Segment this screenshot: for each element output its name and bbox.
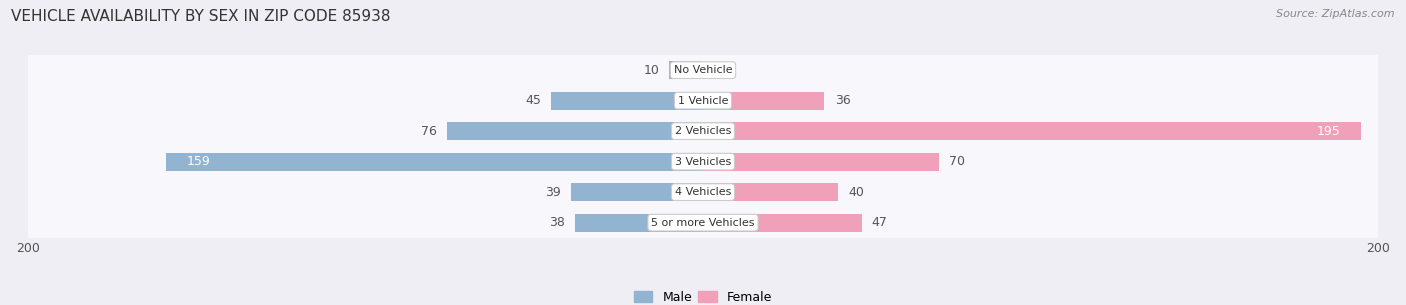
Bar	[703, 122, 1361, 140]
Text: 159: 159	[187, 155, 211, 168]
Text: 2 Vehicles: 2 Vehicles	[675, 126, 731, 136]
Text: 47: 47	[872, 216, 887, 229]
Text: 1 Vehicle: 1 Vehicle	[678, 96, 728, 106]
Bar	[28, 116, 1378, 146]
Text: 38: 38	[548, 216, 565, 229]
Bar	[703, 92, 824, 110]
Text: 39: 39	[546, 186, 561, 199]
Text: 36: 36	[835, 94, 851, 107]
Text: 4 Vehicles: 4 Vehicles	[675, 187, 731, 197]
Bar	[575, 214, 703, 232]
Bar	[28, 207, 1378, 238]
Text: 10: 10	[644, 64, 659, 77]
Bar	[703, 152, 939, 171]
Text: 3 Vehicles: 3 Vehicles	[675, 157, 731, 167]
Text: 76: 76	[420, 125, 436, 138]
Text: 5 or more Vehicles: 5 or more Vehicles	[651, 218, 755, 228]
Text: 45: 45	[526, 94, 541, 107]
Text: VEHICLE AVAILABILITY BY SEX IN ZIP CODE 85938: VEHICLE AVAILABILITY BY SEX IN ZIP CODE …	[11, 9, 391, 24]
Bar	[571, 183, 703, 201]
Text: Source: ZipAtlas.com: Source: ZipAtlas.com	[1277, 9, 1395, 19]
Bar	[28, 146, 1378, 177]
Bar	[669, 61, 703, 79]
Legend: Male, Female: Male, Female	[628, 285, 778, 305]
Bar	[28, 177, 1378, 207]
Bar	[447, 122, 703, 140]
Text: 40: 40	[848, 186, 863, 199]
Text: 70: 70	[949, 155, 966, 168]
Bar	[703, 183, 838, 201]
Bar	[166, 152, 703, 171]
Text: No Vehicle: No Vehicle	[673, 65, 733, 75]
Bar	[28, 85, 1378, 116]
Bar	[28, 55, 1378, 85]
Bar	[703, 214, 862, 232]
Bar	[551, 92, 703, 110]
Text: 195: 195	[1317, 125, 1341, 138]
